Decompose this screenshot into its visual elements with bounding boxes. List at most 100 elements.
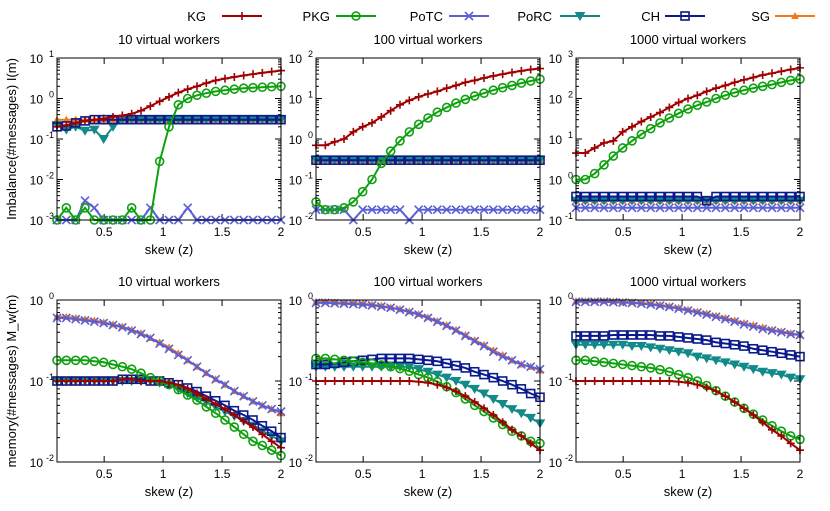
data-point-ch <box>266 426 277 437</box>
y-tick-label: 10 <box>549 52 563 66</box>
data-point-potc <box>145 333 155 343</box>
data-point-ch <box>589 191 600 202</box>
data-point-ch <box>229 114 240 125</box>
data-point-ch <box>329 155 340 165</box>
data-point-pkg <box>683 104 693 114</box>
data-point-kg <box>480 74 488 83</box>
x-tick-label: 2 <box>797 467 804 481</box>
data-point-ch <box>210 114 221 125</box>
data-point-ch <box>608 191 619 202</box>
data-point-kg <box>349 127 358 136</box>
data-point-kg <box>193 389 201 398</box>
data-point-kg <box>368 118 376 127</box>
data-point-porc <box>607 340 619 350</box>
data-point-porc <box>635 342 647 352</box>
data-point-pkg <box>385 361 396 372</box>
data-point-kg <box>470 398 479 407</box>
x-tick-label: 2 <box>537 467 544 481</box>
data-point-ch <box>757 345 768 356</box>
data-point-porc <box>775 370 787 380</box>
data-point-pkg <box>608 358 619 369</box>
x-tick-label: 0.5 <box>96 467 113 481</box>
y-tick-exponent: 0 <box>308 291 313 301</box>
y-tick-exponent: -2 <box>565 453 573 463</box>
data-point-ch <box>636 330 647 340</box>
data-point-potc <box>432 205 442 215</box>
data-point-potc <box>758 203 768 213</box>
series-line-pkg <box>315 78 541 211</box>
data-point-pkg <box>404 366 415 377</box>
data-point-pkg <box>525 76 536 86</box>
data-point-kg <box>62 377 71 385</box>
x-tick-label: 1 <box>160 467 167 481</box>
data-point-kg <box>721 392 730 401</box>
data-point-pkg <box>376 360 387 370</box>
data-point-porc <box>663 346 675 356</box>
data-point-pkg <box>627 136 637 146</box>
data-point-porc <box>617 340 629 350</box>
data-point-potc <box>786 329 796 339</box>
data-point-porc <box>497 400 509 409</box>
data-point-kg <box>702 383 711 392</box>
y-tick-exponent: -1 <box>46 372 54 382</box>
y-tick-label: 10 <box>549 456 563 470</box>
data-point-pkg <box>210 86 221 97</box>
data-point-pkg <box>757 81 768 92</box>
y-tick-label: 10 <box>549 93 563 107</box>
data-point-ch <box>748 343 759 354</box>
data-point-ch <box>599 331 609 341</box>
data-point-ch <box>516 155 527 165</box>
data-point-kg <box>221 405 229 414</box>
data-point-ch <box>238 114 249 125</box>
data-point-kg <box>461 392 470 401</box>
data-point-pkg <box>164 122 174 132</box>
data-point-potc <box>720 203 730 213</box>
data-point-pkg <box>767 79 777 90</box>
data-point-potc <box>683 203 693 213</box>
series-group <box>51 312 287 461</box>
legend-label-porc: PoRC <box>517 9 552 24</box>
series-line-kg <box>316 380 541 452</box>
data-point-potc <box>80 315 90 325</box>
data-point-kg <box>526 439 535 448</box>
data-point-pkg <box>367 358 377 369</box>
data-point-potc <box>201 368 211 378</box>
data-point-kg <box>489 411 498 420</box>
y-axis-label-memory: memory(#messages) M_w(m) <box>4 295 19 468</box>
data-point-kg <box>470 76 479 85</box>
data-point-pkg <box>357 357 368 368</box>
y-tick-exponent: 1 <box>568 130 573 140</box>
data-point-potc <box>423 205 433 215</box>
data-point-potc <box>358 205 368 215</box>
data-point-kg <box>637 117 646 126</box>
data-point-kg <box>452 387 460 396</box>
data-point-porc <box>431 370 443 380</box>
data-point-potc <box>257 400 267 410</box>
data-point-porc <box>766 369 778 379</box>
data-point-kg <box>414 377 423 386</box>
data-point-porc <box>691 352 703 362</box>
data-point-potc <box>367 205 377 215</box>
data-point-ch <box>154 114 165 125</box>
data-point-ch <box>376 353 387 364</box>
data-point-potc <box>646 203 656 213</box>
data-point-pkg <box>413 119 424 130</box>
data-point-pkg <box>257 82 268 93</box>
data-point-porc <box>413 365 425 375</box>
data-point-ch <box>739 191 749 202</box>
data-point-kg <box>340 135 348 143</box>
data-point-kg <box>414 92 423 101</box>
data-point-ch <box>580 331 591 341</box>
series-line-potc <box>316 208 540 222</box>
data-point-potc <box>432 317 442 327</box>
data-point-porc <box>682 349 694 359</box>
data-point-kg <box>183 85 192 94</box>
data-point-kg <box>693 91 702 100</box>
data-point-pkg <box>395 136 405 146</box>
data-point-kg <box>424 89 432 98</box>
data-point-ch <box>580 191 591 202</box>
data-point-ch <box>497 155 508 165</box>
data-point-potc <box>164 344 174 354</box>
x-tick-label: 2 <box>278 467 285 481</box>
